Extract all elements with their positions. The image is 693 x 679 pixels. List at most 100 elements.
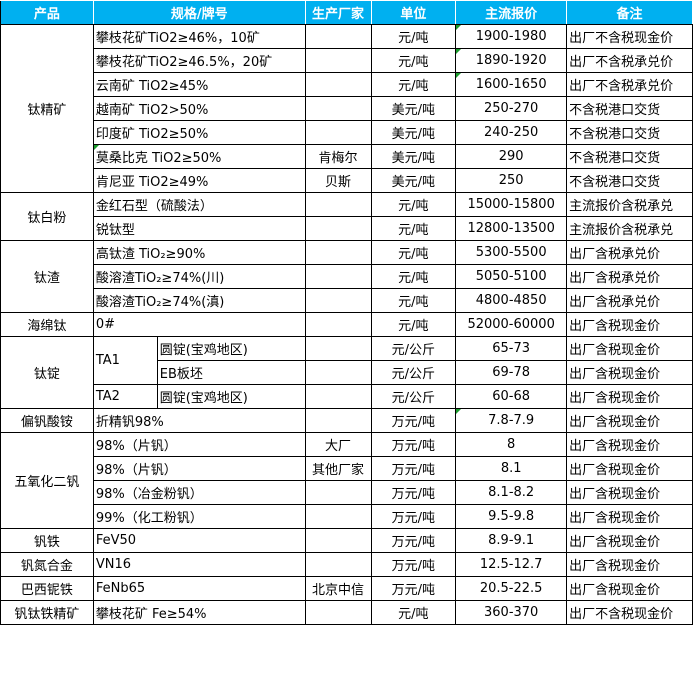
unit-cell: 元/吨 bbox=[370, 240, 457, 265]
price-cell: 360-370 bbox=[455, 600, 568, 625]
price-cell: 8.1-8.2 bbox=[455, 480, 568, 505]
note-cell: 不含税港口交货 bbox=[566, 144, 693, 169]
maker-cell bbox=[304, 72, 372, 97]
maker-cell bbox=[304, 288, 372, 313]
spec-cell: 肯尼亚 TiO2≥49% bbox=[92, 168, 306, 193]
unit-cell: 元/吨 bbox=[370, 264, 457, 289]
note-cell: 不含税港口交货 bbox=[566, 96, 693, 121]
maker-cell bbox=[304, 336, 372, 361]
product-cell: 钒铁 bbox=[0, 528, 94, 553]
unit-cell: 元/吨 bbox=[370, 72, 457, 97]
spec-cell: EB板坯 bbox=[156, 360, 306, 385]
table-row: 钒铁 FeV50 万元/吨 8.9-9.1 出厂含税现金价 bbox=[0, 528, 693, 553]
table-row: 98%（冶金粉钒） 万元/吨 8.1-8.2 出厂含税现金价 bbox=[1, 480, 693, 505]
price-cell: 240-250 bbox=[455, 120, 568, 145]
grade-cell: TA1 bbox=[92, 336, 158, 385]
note-cell: 主流报价含税承兑 bbox=[566, 216, 693, 241]
table-row: 钒钛铁精矿 攀枝花矿 Fe≥54% 元/吨 360-370 出厂不含税现金价 bbox=[0, 600, 693, 625]
unit-cell: 元/吨 bbox=[370, 216, 457, 241]
maker-cell bbox=[304, 48, 372, 73]
maker-cell bbox=[304, 96, 372, 121]
table-row: 五氧化二钒 98%（片钒） 大厂 万元/吨 8 出厂含税现金价 bbox=[0, 432, 693, 529]
table-row: 98%（片钒） 其他厂家 万元/吨 8.1 出厂含税现金价 bbox=[1, 456, 693, 481]
note-cell: 出厂含税承兑价 bbox=[566, 288, 693, 313]
spec-cell: 圆锭(宝鸡地区) bbox=[156, 336, 306, 361]
spec-cell: 印度矿 TiO2≥50% bbox=[92, 120, 306, 145]
price-cell: 15000-15800 bbox=[455, 192, 568, 217]
price-table: 产品 规格/牌号 生产厂家 单位 主流报价 备注 钛精矿 攀枝花矿TiO2≥46%… bbox=[0, 0, 693, 625]
note-cell: 不含税港口交货 bbox=[566, 120, 693, 145]
note-cell: 出厂不含税现金价 bbox=[566, 600, 693, 625]
product-cell: 钛渣 bbox=[0, 240, 94, 313]
spec-cell: 攀枝花矿 Fe≥54% bbox=[92, 600, 306, 625]
maker-cell bbox=[304, 504, 372, 529]
table-row: 钛精矿 攀枝花矿TiO2≥46%，10矿 元/吨 1900-1980 出厂不含税现金价 bbox=[0, 24, 693, 193]
unit-cell: 元/吨 bbox=[370, 288, 457, 313]
spec-cell: 攀枝花矿TiO2≥46.5%，20矿 bbox=[92, 48, 306, 73]
header-price: 主流报价 bbox=[455, 0, 568, 25]
table-row: 钛锭 TA1 圆锭(宝鸡地区) 元/公斤 65-73 出厂含税现金价 bbox=[0, 336, 693, 409]
price-cell: 8.9-9.1 bbox=[455, 528, 568, 553]
price-cell: 65-73 bbox=[455, 336, 568, 361]
unit-cell: 元/吨 bbox=[370, 312, 457, 337]
table-row: 云南矿 TiO2≥45% 元/吨 1600-1650 出厂不含税承兑价 bbox=[1, 72, 693, 97]
maker-cell bbox=[304, 240, 372, 265]
table-row: 莫桑比克 TiO2≥50% 肯梅尔 美元/吨 290 不含税港口交货 bbox=[1, 144, 693, 169]
maker-cell: 其他厂家 bbox=[304, 456, 372, 481]
table-row: 巴西铌铁 FeNb65 北京中信 万元/吨 20.5-22.5 出厂含税现金价 bbox=[0, 576, 693, 601]
spec-cell: 折精钒98% bbox=[92, 408, 306, 433]
table-row: 偏钒酸铵 折精钒98% 万元/吨 7.8-7.9 出厂含税现金价 bbox=[0, 408, 693, 433]
maker-cell bbox=[304, 552, 372, 577]
spec-cell: VN16 bbox=[92, 552, 306, 577]
spec-cell: FeNb65 bbox=[92, 576, 306, 601]
header-row: 产品 规格/牌号 生产厂家 单位 主流报价 备注 bbox=[0, 0, 693, 25]
table-row: 越南矿 TiO2>50% 美元/吨 250-270 不含税港口交货 bbox=[1, 96, 693, 121]
price-cell: 20.5-22.5 bbox=[455, 576, 568, 601]
note-cell: 出厂含税现金价 bbox=[566, 336, 693, 361]
table-row: 肯尼亚 TiO2≥49% 贝斯 美元/吨 250 不含税港口交货 bbox=[1, 168, 693, 193]
grade-cell: TA2 bbox=[92, 384, 158, 409]
note-cell: 出厂含税现金价 bbox=[566, 576, 693, 601]
unit-cell: 万元/吨 bbox=[370, 456, 457, 481]
maker-cell bbox=[304, 384, 372, 409]
table-row: 攀枝花矿TiO2≥46.5%，20矿 元/吨 1890-1920 出厂不含税承兑价 bbox=[1, 48, 693, 73]
price-cell: 1890-1920 bbox=[455, 48, 568, 73]
maker-cell: 大厂 bbox=[304, 432, 372, 457]
product-cell: 钒钛铁精矿 bbox=[0, 600, 94, 625]
note-cell: 出厂不含税承兑价 bbox=[566, 72, 693, 97]
maker-cell bbox=[304, 528, 372, 553]
note-cell: 主流报价含税承兑 bbox=[566, 192, 693, 217]
product-cell: 偏钒酸铵 bbox=[0, 408, 94, 433]
unit-cell: 万元/吨 bbox=[370, 408, 457, 433]
product-cell: 五氧化二钒 bbox=[0, 432, 94, 529]
unit-cell: 元/公斤 bbox=[370, 336, 457, 361]
price-cell: 7.8-7.9 bbox=[455, 408, 568, 433]
price-cell: 290 bbox=[455, 144, 568, 169]
note-cell: 出厂含税现金价 bbox=[566, 432, 693, 457]
spec-cell: 98%（片钒） bbox=[92, 432, 306, 457]
price-cell: 60-68 bbox=[455, 384, 568, 409]
table-body: 钛精矿 攀枝花矿TiO2≥46%，10矿 元/吨 1900-1980 出厂不含税现金价攀… bbox=[0, 24, 693, 625]
spec-cell: 0# bbox=[92, 312, 306, 337]
note-cell: 出厂含税承兑价 bbox=[566, 240, 693, 265]
note-cell: 出厂含税现金价 bbox=[566, 528, 693, 553]
maker-cell: 北京中信 bbox=[304, 576, 372, 601]
note-cell: 出厂含税现金价 bbox=[566, 504, 693, 529]
note-cell: 出厂含税现金价 bbox=[566, 384, 693, 409]
price-cell: 12800-13500 bbox=[455, 216, 568, 241]
table-row: 酸溶渣TiO₂≥74%(滇) 元/吨 4800-4850 出厂含税承兑价 bbox=[1, 288, 693, 313]
price-cell: 250-270 bbox=[455, 96, 568, 121]
table-row: TA2 圆锭(宝鸡地区) 元/公斤 60-68 出厂含税现金价 bbox=[1, 384, 693, 409]
price-cell: 5300-5500 bbox=[455, 240, 568, 265]
unit-cell: 美元/吨 bbox=[370, 144, 457, 169]
spec-cell: 98%（冶金粉钒） bbox=[92, 480, 306, 505]
table-row: 钛白粉 金红石型（硫酸法） 元/吨 15000-15800 主流报价含税承兑 bbox=[0, 192, 693, 241]
spec-cell: FeV50 bbox=[92, 528, 306, 553]
maker-cell bbox=[304, 600, 372, 625]
maker-cell bbox=[304, 120, 372, 145]
maker-cell: 肯梅尔 bbox=[304, 144, 372, 169]
table-row: 锐钛型 元/吨 12800-13500 主流报价含税承兑 bbox=[1, 216, 693, 241]
note-cell: 出厂含税现金价 bbox=[566, 552, 693, 577]
product-cell: 钛锭 bbox=[0, 336, 94, 409]
note-cell: 出厂含税现金价 bbox=[566, 312, 693, 337]
